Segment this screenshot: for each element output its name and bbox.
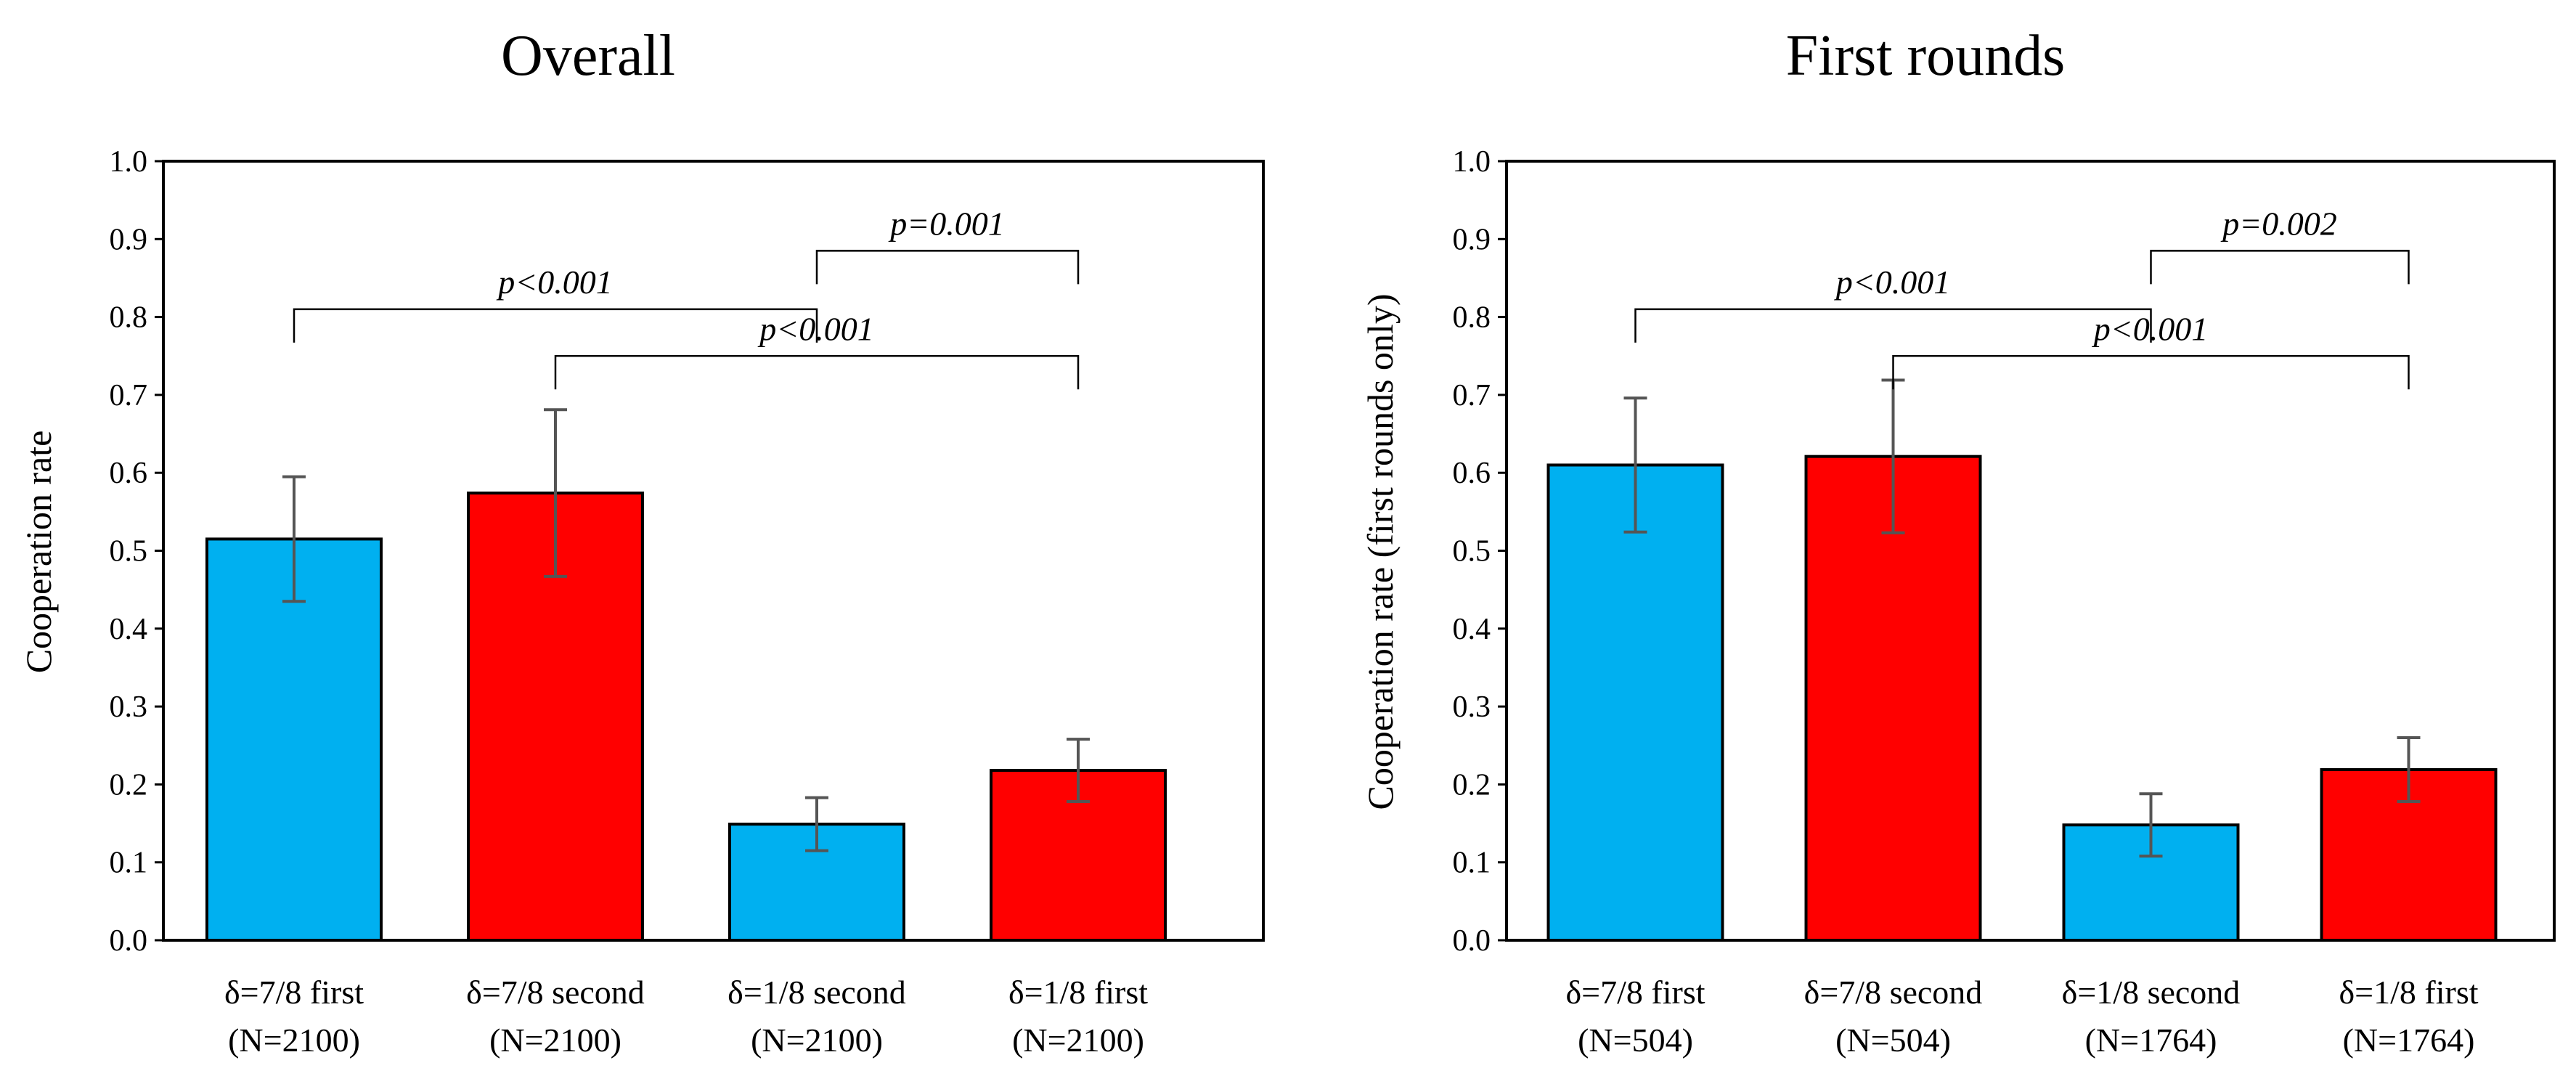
- p-value-label: p<0.001: [496, 264, 613, 301]
- bar: [1804, 455, 1982, 942]
- p-value-label: p<0.001: [1834, 264, 1951, 301]
- y-tick-label: 0.0: [110, 924, 148, 958]
- y-tick-label: 0.8: [1453, 301, 1491, 335]
- y-tick-label: 0.5: [110, 535, 148, 569]
- sample-size-label: (N=2100): [489, 1022, 621, 1059]
- y-tick-label: 0.3: [1453, 690, 1491, 724]
- chart-overall: Overall Cooperation rate 0.0 0.1 0.2 0.3 0.4…: [18, 24, 1265, 1059]
- sample-size-label: (N=1764): [2343, 1022, 2475, 1059]
- significance-bracket: [1634, 308, 2152, 343]
- sample-size-label: (N=2100): [751, 1022, 883, 1059]
- category-label: δ=1/8 first: [1008, 974, 1148, 1011]
- bar: [1546, 463, 1724, 942]
- p-value-label: p<0.001: [2092, 310, 2209, 347]
- category-label: δ=1/8 second: [727, 974, 906, 1011]
- y-tick-label: 0.6: [110, 457, 148, 490]
- y-tick-label: 0.2: [110, 768, 148, 802]
- chart-title: Overall: [501, 24, 675, 88]
- significance-bracket: [815, 250, 1080, 285]
- category-label: δ=7/8 first: [224, 974, 364, 1011]
- category-label: δ=1/8 second: [2062, 974, 2241, 1011]
- y-tick-label: 0.2: [1453, 768, 1491, 802]
- y-tick-label: 0.1: [110, 847, 148, 880]
- significance-bracket: [1892, 355, 2410, 390]
- y-tick-label: 0.4: [110, 613, 148, 646]
- y-tick-label: 0.0: [1453, 924, 1491, 958]
- y-tick-label: 1.0: [1453, 145, 1491, 179]
- y-tick-label: 0.7: [1453, 379, 1491, 412]
- y-tick-label: 1.0: [110, 145, 148, 179]
- significance-bracket: [554, 355, 1080, 390]
- y-tick-label: 0.4: [1453, 613, 1491, 646]
- category-label: δ=7/8 second: [1804, 974, 1983, 1011]
- y-tick-label: 0.3: [110, 690, 148, 724]
- category-label: δ=7/8 first: [1566, 974, 1705, 1011]
- sample-size-label: (N=2100): [1012, 1022, 1144, 1059]
- p-value-label: p<0.001: [757, 310, 874, 347]
- significance-bracket: [2150, 250, 2410, 285]
- y-tick-label: 0.8: [110, 301, 148, 335]
- significance-bracket: [293, 308, 818, 343]
- y-tick-label: 0.7: [110, 379, 148, 412]
- chart-title: First rounds: [1786, 24, 2066, 88]
- chart-first-rounds: First rounds Cooperation rate (first rou…: [1360, 24, 2556, 1059]
- y-tick-label: 0.9: [1453, 223, 1491, 256]
- y-tick-label: 0.9: [110, 223, 148, 256]
- category-label: δ=1/8 first: [2339, 974, 2479, 1011]
- sample-size-label: (N=2100): [228, 1022, 360, 1059]
- bar: [205, 537, 383, 942]
- y-axis-label: Cooperation rate (first rounds only): [1360, 294, 1401, 810]
- y-tick-label: 0.6: [1453, 457, 1491, 490]
- sample-size-label: (N=504): [1835, 1022, 1951, 1059]
- y-tick-label: 0.5: [1453, 535, 1491, 569]
- sample-size-label: (N=504): [1578, 1022, 1693, 1059]
- p-value-label: p=0.001: [888, 205, 1005, 242]
- p-value-label: p=0.002: [2220, 205, 2337, 242]
- y-tick-label: 0.1: [1453, 847, 1491, 880]
- category-label: δ=7/8 second: [466, 974, 645, 1011]
- y-axis-label: Cooperation rate: [18, 431, 59, 674]
- sample-size-label: (N=1764): [2085, 1022, 2217, 1059]
